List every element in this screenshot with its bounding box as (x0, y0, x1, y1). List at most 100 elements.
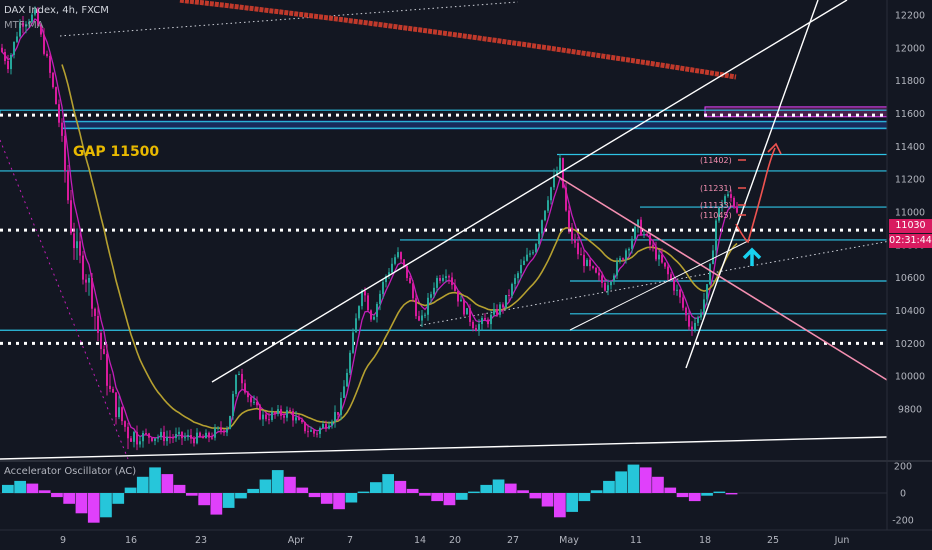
candle-body (238, 373, 240, 375)
downtrend-line (556, 175, 888, 381)
candle-body (718, 208, 720, 221)
candle-body (598, 272, 600, 276)
osc-bar (566, 493, 578, 512)
osc-bar (480, 484, 493, 493)
osc-bar (247, 488, 259, 493)
candle-body (139, 441, 141, 445)
candle-body (280, 409, 282, 416)
osc-bar (63, 493, 75, 504)
candle-body (445, 276, 447, 279)
candle-body (160, 431, 162, 438)
candle-body (508, 294, 510, 296)
osc-bar (541, 493, 554, 507)
candle-body (70, 200, 72, 234)
osc-bar (713, 491, 726, 493)
osc-bar (419, 493, 431, 496)
projection-label: (11133) (700, 201, 732, 210)
time-tick-label: 20 (449, 535, 461, 546)
candle-body (118, 407, 120, 418)
osc-bar (210, 493, 223, 515)
price-tick-label: 10600 (895, 273, 925, 284)
candle-body (112, 388, 114, 393)
osc-bar (173, 484, 186, 493)
countdown-badge: 02:31:44 (889, 234, 932, 248)
drawn-trendlines[interactable] (0, 0, 888, 460)
up-arrow-icon (742, 247, 762, 266)
osc-bar (701, 493, 713, 496)
candle-body (685, 307, 687, 316)
candle-body (109, 385, 111, 389)
projection-curve (735, 147, 776, 244)
candle-body (706, 284, 708, 300)
candle-body (172, 437, 174, 439)
osc-bar (468, 491, 480, 493)
candle-body (457, 290, 459, 302)
candle-body (385, 276, 387, 283)
candle-body (631, 238, 633, 249)
osc-bar (38, 490, 51, 493)
candle-body (13, 41, 15, 55)
time-tick-label: 18 (699, 535, 711, 546)
candle-body (661, 254, 663, 263)
candle-body (622, 258, 624, 260)
candle-body (127, 426, 129, 439)
osc-bar (2, 484, 14, 493)
time-tick-label: 25 (767, 535, 779, 546)
last-price-badge: 11030 (889, 219, 932, 233)
price-tick-label: 12000 (895, 43, 925, 54)
candle-body (133, 432, 135, 442)
price-candles (1, 6, 738, 451)
candle-body (526, 254, 528, 261)
osc-bar (664, 487, 677, 493)
osc-bar (639, 467, 652, 494)
candle-body (349, 352, 351, 373)
candle-body (121, 407, 123, 422)
osc-bar (161, 474, 174, 493)
osc-bar (149, 467, 161, 494)
candle-body (25, 24, 27, 27)
osc-bar (296, 487, 309, 493)
candle-body (481, 317, 483, 325)
candle-body (565, 187, 567, 211)
candle-body (532, 252, 534, 254)
osc-bar (725, 493, 738, 495)
candle-body (181, 431, 183, 439)
osc-bar (394, 480, 407, 494)
candle-body (301, 420, 303, 423)
price-tick-label: 11800 (895, 76, 925, 87)
candle-body (430, 294, 432, 298)
osc-tick-label: 200 (894, 462, 912, 473)
price-tick-label: 10000 (895, 372, 925, 383)
candle-body (520, 264, 522, 274)
candle-body (466, 308, 468, 315)
candle-body (286, 410, 288, 418)
candle-body (547, 200, 549, 211)
candle-body (4, 51, 6, 61)
candle-body (673, 280, 675, 291)
price-tick-label: 10400 (895, 306, 925, 317)
candle-body (484, 317, 486, 320)
slow-ma-line (61, 64, 738, 430)
candle-body (676, 289, 678, 291)
candle-body (610, 281, 612, 286)
candle-body (511, 284, 513, 296)
osc-bar (87, 493, 100, 523)
candle-body (469, 308, 471, 322)
candle-body (16, 36, 18, 42)
candle-body (580, 254, 582, 256)
candle-body (136, 432, 138, 445)
osc-bar (112, 493, 125, 504)
candle-body (7, 60, 9, 70)
candle-body (379, 293, 381, 304)
candle-body (616, 261, 618, 276)
candle-body (88, 277, 90, 283)
candle-body (691, 326, 693, 330)
candle-body (613, 275, 615, 282)
candle-body (28, 21, 30, 25)
candle-body (52, 72, 54, 88)
dotted-trend (59, 1, 519, 37)
candle-body (655, 246, 657, 260)
candle-body (628, 248, 630, 251)
